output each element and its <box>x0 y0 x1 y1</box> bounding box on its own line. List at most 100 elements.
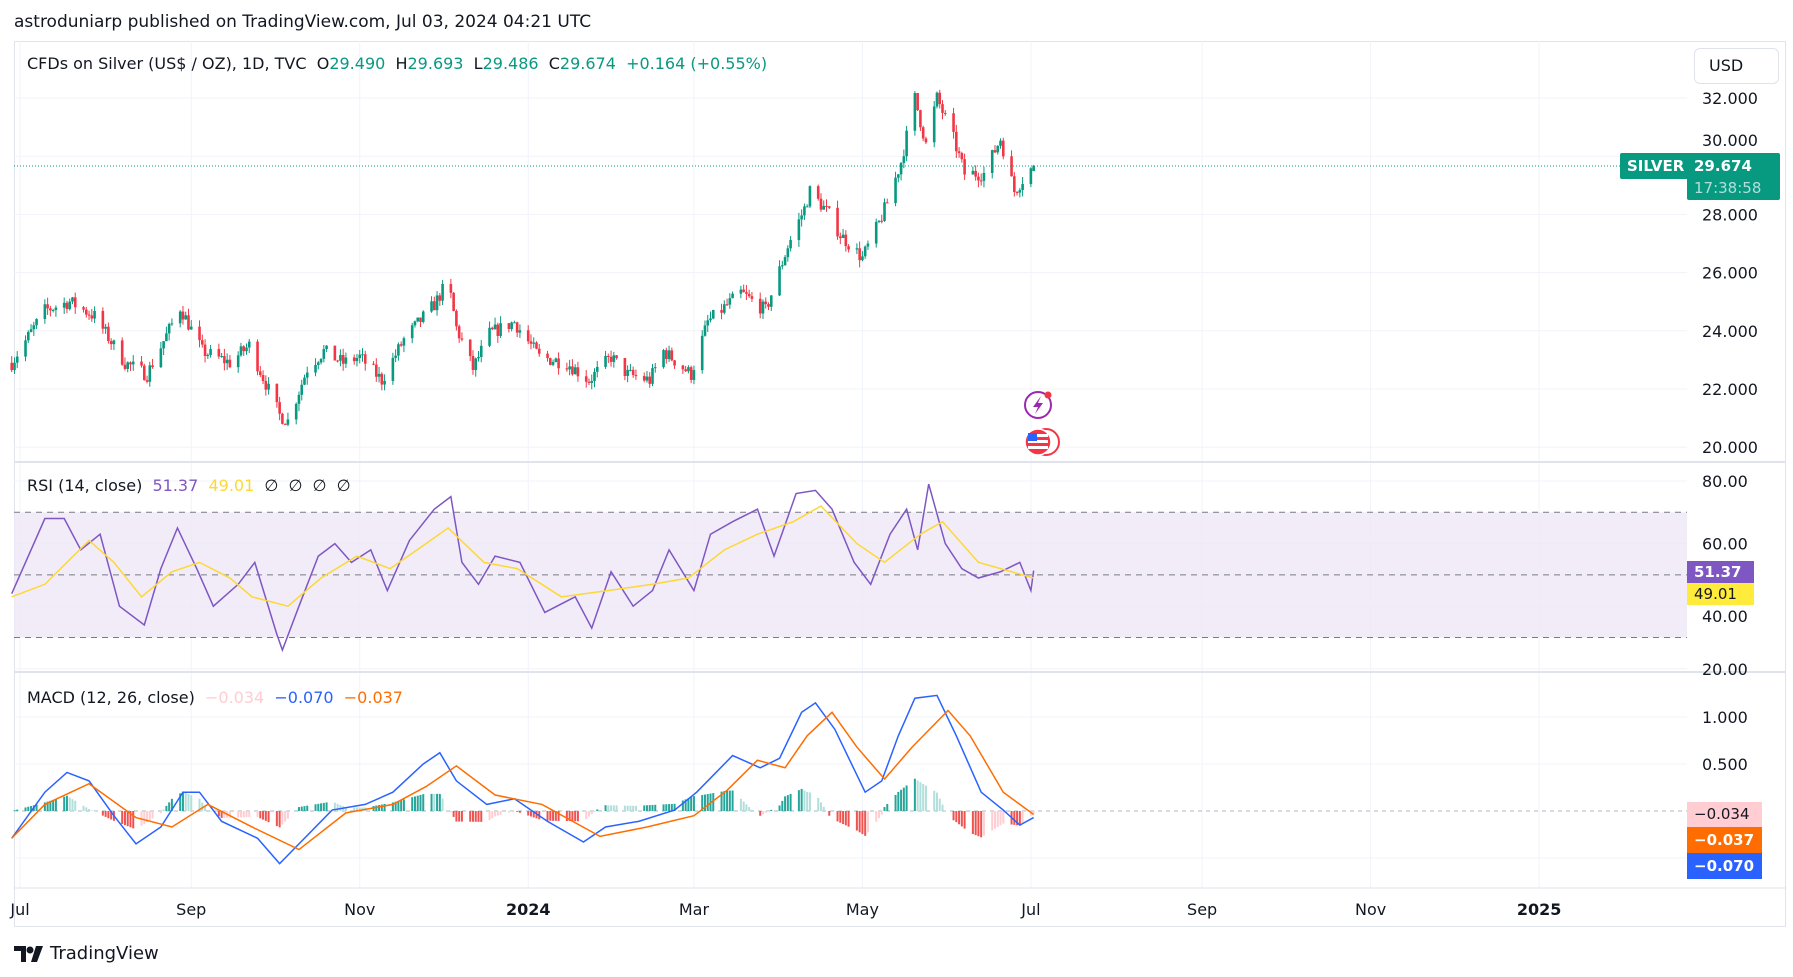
currency-button[interactable]: USD <box>1694 48 1779 84</box>
macd-histogram-bar <box>85 807 88 811</box>
candle-body <box>979 180 983 182</box>
candle-body <box>26 332 30 341</box>
macd-histogram-bar <box>726 790 729 811</box>
candle-body <box>491 327 494 330</box>
macd-histogram-bar <box>593 811 596 812</box>
candle-body <box>932 106 936 143</box>
macd-histogram-bar <box>400 800 403 811</box>
macd-histogram-bar <box>742 801 745 811</box>
rsi-title[interactable]: RSI (14, close) <box>27 476 143 495</box>
macd-histogram-bar <box>963 811 966 829</box>
candle-body <box>645 376 649 381</box>
candle-body <box>825 205 828 207</box>
candle-body <box>941 104 944 113</box>
candle-body <box>319 358 323 363</box>
macd-histogram-bar <box>46 801 49 811</box>
macd-histogram-bar <box>413 796 416 811</box>
candle-body <box>441 284 444 301</box>
macd-hist-tag: −0.034 <box>1687 802 1762 827</box>
candle-body <box>184 315 188 320</box>
macd-histogram-bar <box>411 797 414 811</box>
macd-histogram-bar <box>63 796 66 811</box>
rsi-ma-value: 49.01 <box>208 476 255 495</box>
candle-body <box>438 295 442 301</box>
candle-body <box>358 354 362 359</box>
candle-body <box>1010 156 1013 177</box>
macd-histogram-bar <box>855 811 858 831</box>
candle-body <box>499 323 502 336</box>
rsi-empty-value: ∅ <box>312 476 327 495</box>
macd-histogram-bar <box>121 811 124 825</box>
candle-body <box>209 349 212 355</box>
candle-body <box>576 367 580 377</box>
macd-histogram-bar <box>731 790 734 811</box>
candle-body <box>609 356 613 362</box>
macd-histogram-bar <box>991 811 994 831</box>
macd-histogram-bar <box>720 791 723 811</box>
close-value: 29.674 <box>559 54 616 73</box>
candle-body <box>769 295 773 307</box>
macd-histogram-bar <box>126 811 129 827</box>
candle-body <box>662 350 665 368</box>
macd-histogram-bar <box>104 811 107 817</box>
macd-histogram-bar <box>88 809 91 811</box>
macd-histogram-bar <box>723 791 726 811</box>
macd-signal-line <box>11 709 1035 851</box>
candle-body <box>430 301 433 312</box>
candle-body <box>151 365 154 368</box>
last-price-tag: 29.674 17:38:58 <box>1687 153 1780 200</box>
macd-histogram-bar <box>1018 811 1021 826</box>
candle-body <box>167 324 171 334</box>
macd-histogram-bar <box>1016 811 1019 826</box>
macd-histogram-bar <box>35 804 38 811</box>
candle-body <box>943 112 947 114</box>
candle-body <box>819 198 823 210</box>
macd-histogram-bar <box>974 811 977 836</box>
macd-histogram-bar <box>977 811 980 837</box>
candle-body <box>267 383 270 390</box>
candle-body <box>421 311 425 322</box>
candle-body <box>258 371 262 376</box>
macd-histogram-bar <box>839 811 842 823</box>
lightning-event-icon[interactable] <box>1024 391 1052 419</box>
candle-body <box>225 359 229 364</box>
candle-body <box>245 347 248 352</box>
macd-histogram-bar <box>958 811 961 825</box>
candle-body <box>808 186 812 207</box>
macd-histogram-bar <box>596 809 599 811</box>
candle-body <box>261 375 265 381</box>
chart-frame <box>14 41 1786 927</box>
candle-body <box>758 298 762 314</box>
macd-histogram-bar <box>615 805 618 811</box>
candle-body <box>419 317 422 322</box>
candle-body <box>731 293 734 299</box>
candle-body <box>529 341 533 344</box>
open-value: 29.490 <box>329 54 386 73</box>
macd-histogram-bar <box>668 804 671 811</box>
macd-title[interactable]: MACD (12, 26, close) <box>27 688 195 707</box>
macd-histogram-bar <box>527 811 530 816</box>
macd-histogram-bar <box>110 811 113 820</box>
macd-histogram-bar <box>165 805 168 811</box>
candle-body <box>897 174 900 178</box>
candle-body <box>648 376 652 384</box>
candle-body <box>786 248 790 258</box>
candle-body <box>206 354 210 356</box>
us-flag-event-icon[interactable] <box>1024 428 1060 456</box>
macd-histogram-bar <box>82 805 85 811</box>
macd-histogram-bar <box>380 804 383 811</box>
candle-body <box>455 310 458 327</box>
symbol-title[interactable]: CFDs on Silver (US$ / OZ), 1D, TVC <box>27 54 307 73</box>
candle-body <box>709 318 712 321</box>
candle-body <box>764 301 768 305</box>
macd-histogram-bar <box>706 794 709 811</box>
footer-brand[interactable]: TradingView <box>14 943 159 964</box>
macd-histogram-bar <box>703 794 706 811</box>
candle-body <box>223 356 226 364</box>
macd-histogram-bar <box>436 793 439 811</box>
macd-histogram-bar <box>905 785 908 811</box>
candle-body <box>416 317 420 322</box>
candle-body <box>452 292 455 311</box>
macd-histogram-bar <box>728 790 731 811</box>
